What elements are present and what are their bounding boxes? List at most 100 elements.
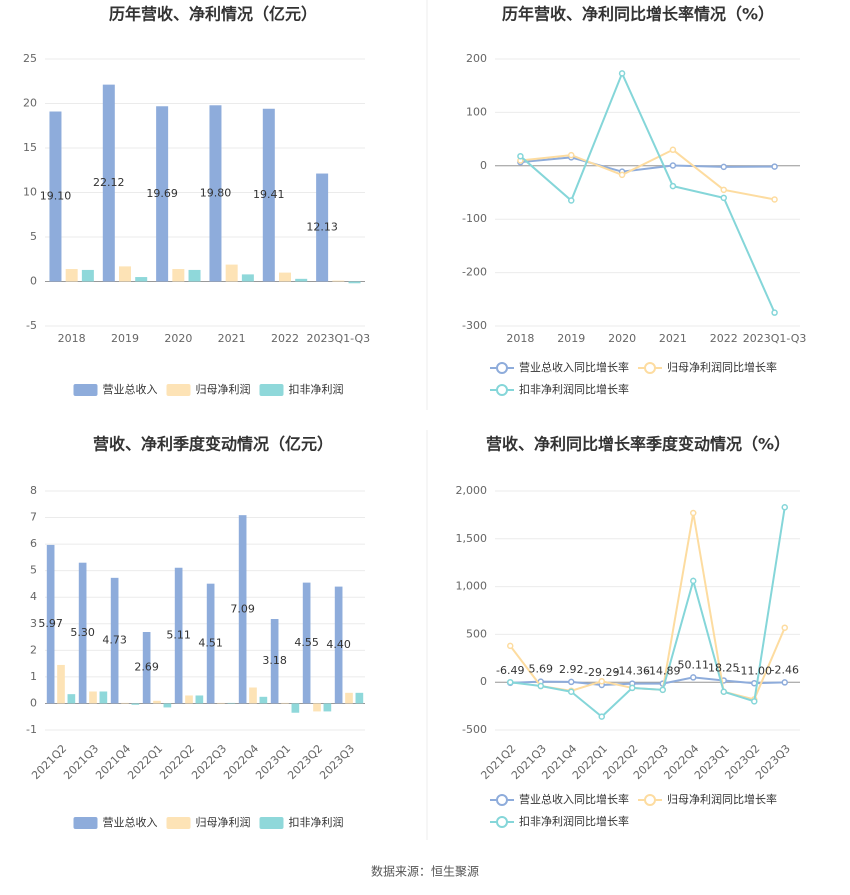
- point: [629, 684, 636, 692]
- y-tick-label: -100: [462, 212, 487, 225]
- value-label: 4.40: [326, 638, 351, 651]
- y-tick-label: -200: [462, 266, 487, 279]
- bar: [238, 515, 247, 704]
- bar: [225, 264, 238, 282]
- value-label: -14.89: [645, 665, 680, 678]
- point: [517, 152, 524, 160]
- line: [520, 148, 775, 201]
- value-label: 4.55: [294, 636, 319, 649]
- point: [720, 688, 727, 696]
- y-tick-label: 2,000: [456, 484, 488, 497]
- y-tick-label: -300: [462, 319, 487, 332]
- y-tick-label: -5: [26, 319, 37, 332]
- value-label: 50.11: [678, 658, 710, 671]
- bar: [188, 269, 201, 282]
- y-tick-label: 6: [30, 537, 37, 550]
- y-tick-label: 10: [23, 186, 37, 199]
- legend-label: 扣非净利润: [289, 815, 344, 829]
- value-label: 19.10: [40, 190, 72, 203]
- value-label: 18.25: [708, 661, 740, 674]
- point: [568, 197, 575, 204]
- y-tick-label: 1: [30, 670, 37, 683]
- y-tick-label: 5: [30, 564, 37, 577]
- bar: [241, 274, 254, 282]
- point: [669, 182, 677, 190]
- point: [618, 171, 626, 179]
- y-tick-label: 0: [480, 675, 487, 688]
- bar: [67, 694, 76, 704]
- point: [771, 196, 778, 203]
- chart-title: 历年营收、净利同比增长率情况（%）: [502, 5, 774, 24]
- legend-swatch: [644, 362, 656, 374]
- legend-swatch: [496, 362, 508, 374]
- bar: [65, 269, 78, 282]
- y-tick-label: 25: [23, 52, 37, 65]
- point: [781, 504, 788, 511]
- point: [781, 679, 788, 686]
- legend-label: 归母净利润: [196, 382, 251, 396]
- value-label: 12.13: [306, 221, 338, 234]
- y-tick-label: 15: [23, 141, 37, 154]
- point: [568, 151, 575, 159]
- value-label: 5.30: [70, 626, 95, 639]
- x-tick-label: 2023Q1-Q3: [306, 332, 370, 345]
- legend-label: 营业总收入: [103, 382, 158, 396]
- legend-label: 归母净利润同比增长率: [667, 792, 777, 806]
- y-tick-label: 0: [480, 159, 487, 172]
- bar: [217, 702, 225, 704]
- value-label: 5.97: [38, 617, 63, 630]
- point: [618, 70, 626, 77]
- value-label: -11.00: [737, 664, 772, 677]
- legend-swatch: [166, 384, 191, 396]
- legend-label: 归母净利润同比增长率: [667, 360, 777, 374]
- legend-label: 归母净利润: [196, 815, 251, 829]
- line: [519, 70, 776, 314]
- legend-swatch: [496, 794, 508, 806]
- point: [669, 162, 677, 169]
- point: [781, 624, 788, 631]
- chart-title: 历年营收、净利情况（亿元）: [109, 5, 317, 24]
- bar: [131, 703, 140, 705]
- bar: [281, 702, 289, 704]
- value-label: 4.51: [198, 637, 223, 650]
- value-label: -14.36: [615, 665, 650, 678]
- bar: [270, 618, 279, 704]
- point: [771, 163, 778, 170]
- x-tick-label: 2019: [557, 332, 585, 345]
- x-tick-label: 2020: [164, 332, 192, 345]
- x-tick-label: 2023Q1-Q3: [743, 332, 807, 345]
- bar: [195, 695, 204, 704]
- value-label: 5.11: [166, 629, 191, 642]
- point: [598, 713, 605, 720]
- value-label: 19.41: [253, 188, 285, 201]
- x-tick-label: 2020: [608, 332, 636, 345]
- point: [690, 577, 697, 585]
- x-tick-label: 2023Q3: [317, 742, 357, 782]
- bar: [49, 111, 62, 282]
- value-label: 3.18: [262, 654, 287, 667]
- y-tick-label: 5: [30, 230, 37, 243]
- point: [669, 146, 677, 154]
- point: [720, 186, 727, 194]
- point: [598, 677, 605, 685]
- legend-swatch: [259, 384, 284, 396]
- bar: [334, 586, 343, 704]
- bar: [345, 692, 353, 704]
- point: [751, 698, 758, 705]
- point: [507, 678, 514, 686]
- line: [520, 156, 775, 173]
- bar: [302, 582, 311, 704]
- y-tick-label: 100: [466, 105, 487, 118]
- point: [537, 682, 544, 690]
- legend-swatch: [259, 817, 284, 829]
- bar: [313, 703, 321, 712]
- bar: [81, 269, 94, 282]
- y-tick-label: 500: [466, 627, 487, 640]
- bar: [119, 266, 131, 282]
- bar: [46, 544, 55, 704]
- bar: [121, 702, 129, 704]
- bar: [99, 691, 108, 704]
- point: [771, 309, 778, 316]
- bar: [174, 567, 183, 704]
